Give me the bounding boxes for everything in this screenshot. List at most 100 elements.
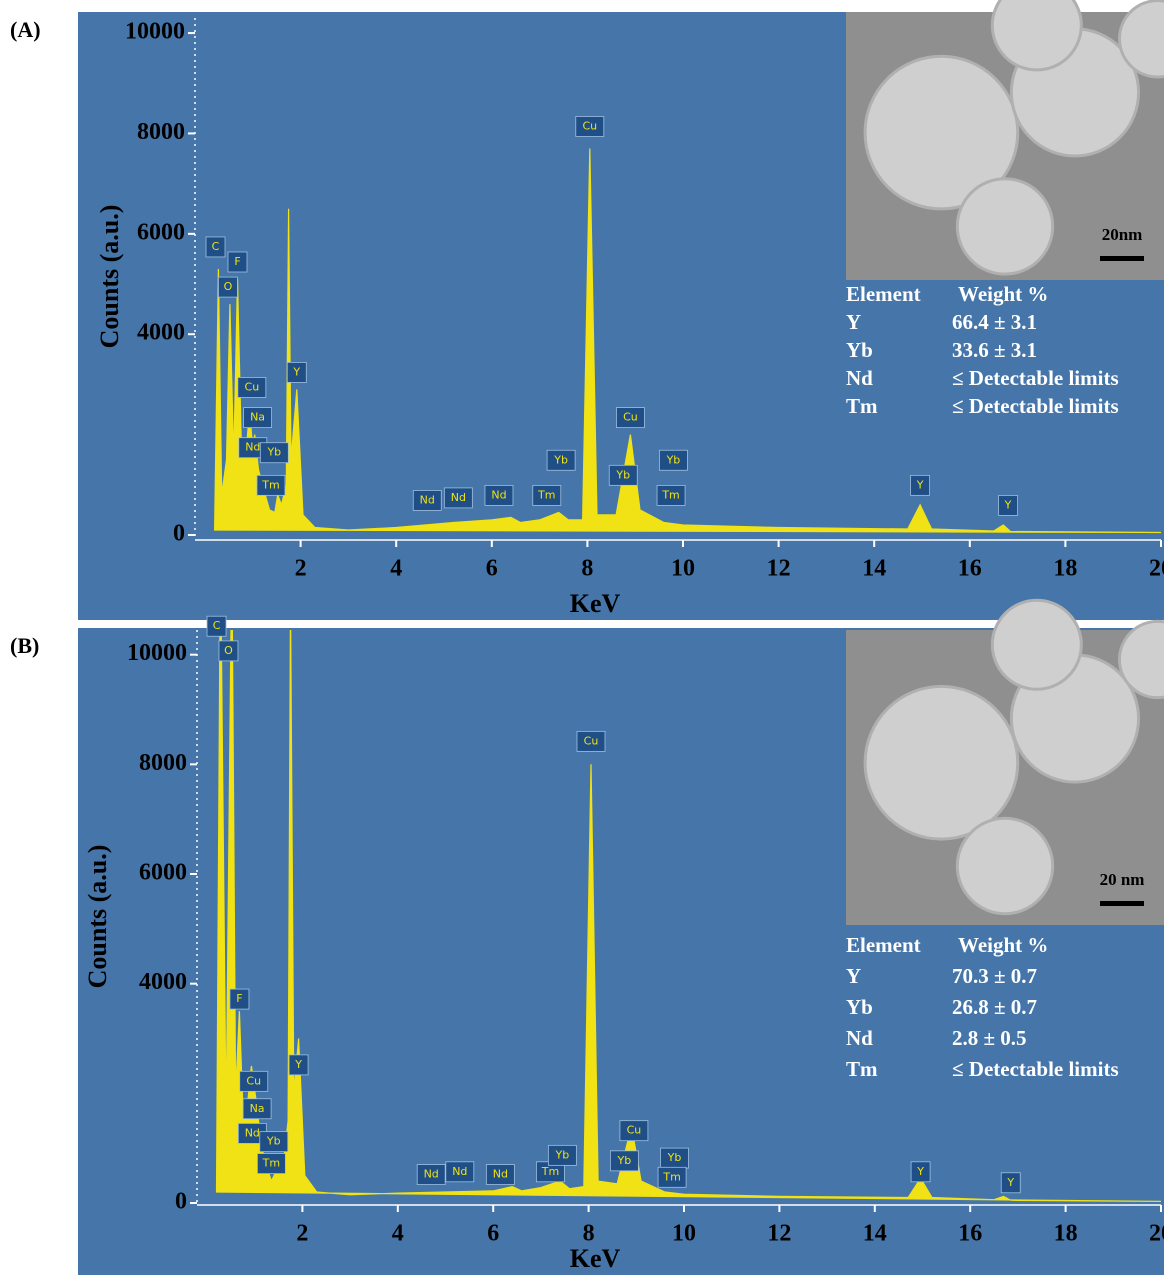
- y-tick-label: 10000: [125, 19, 185, 45]
- x-tick-label: 10: [671, 556, 695, 582]
- scale-bar-label: 20 nm: [1100, 870, 1145, 889]
- peak-label: Y: [292, 365, 300, 378]
- table-header: Weight %: [958, 933, 1048, 957]
- table-cell: Y: [846, 964, 861, 988]
- table-cell: 70.3 ± 0.7: [952, 964, 1037, 988]
- table-cell: Nd: [846, 366, 873, 390]
- x-tick-label: 6: [487, 1221, 499, 1247]
- peak-label: Y: [294, 1058, 302, 1071]
- peak-label: Tm: [262, 1157, 280, 1170]
- peak-label: F: [234, 255, 240, 268]
- y-axis-label: Counts (a.u.): [83, 845, 112, 989]
- table-cell: Tm: [846, 394, 878, 418]
- table-cell: Nd: [846, 1026, 873, 1050]
- peak-label: Cu: [245, 380, 260, 393]
- x-tick-label: 4: [392, 1221, 404, 1247]
- y-tick-label: 6000: [137, 219, 185, 245]
- peak-label: Nd: [245, 441, 260, 454]
- peak-label: Yb: [617, 1154, 632, 1167]
- peak-label: Nd: [491, 488, 506, 501]
- x-tick-label: 12: [767, 556, 791, 582]
- peak-label: Tm: [661, 488, 679, 501]
- scale-bar: [1100, 901, 1144, 906]
- panel-label: (A): [10, 17, 41, 42]
- x-tick-label: 2: [296, 1221, 308, 1247]
- y-tick-label: 0: [173, 521, 185, 547]
- x-tick-label: 14: [862, 556, 886, 582]
- y-axis-label: Counts (a.u.): [95, 205, 124, 349]
- peak-label: Tm: [662, 1170, 680, 1183]
- peak-label: Nd: [420, 493, 435, 506]
- scale-bar-label: 20nm: [1102, 225, 1143, 244]
- x-tick-label: 4: [390, 556, 402, 582]
- peak-label: Yb: [615, 468, 630, 481]
- peak-label: Yb: [555, 1148, 570, 1161]
- table-cell: 33.6 ± 3.1: [952, 338, 1037, 362]
- peak-label: Cu: [623, 411, 638, 424]
- peak-label: Na: [250, 1102, 265, 1115]
- x-tick-label: 16: [958, 1221, 982, 1247]
- peak-label: C: [212, 240, 220, 253]
- peak-label: Yb: [666, 453, 681, 466]
- table-header: Element: [846, 282, 921, 306]
- peak-label: F: [236, 992, 242, 1005]
- peak-label: Cu: [584, 734, 599, 747]
- particle: [865, 686, 1018, 839]
- peak-label: Tm: [261, 478, 279, 491]
- x-tick-label: 8: [581, 556, 593, 582]
- peak-label: Nd: [245, 1126, 260, 1139]
- table-cell: 26.8 ± 0.7: [952, 995, 1037, 1019]
- y-tick-label: 10000: [127, 640, 187, 666]
- y-tick-label: 4000: [139, 969, 187, 995]
- x-tick-label: 6: [486, 556, 498, 582]
- table-cell: Yb: [846, 995, 873, 1019]
- x-tick-label: 12: [767, 1221, 791, 1247]
- table-cell: ≤ Detectable limits: [952, 366, 1119, 390]
- table-cell: Yb: [846, 338, 873, 362]
- peak-label: Cu: [582, 119, 597, 132]
- peak-label: Y: [1006, 1176, 1014, 1189]
- peak-label: Yb: [667, 1151, 682, 1164]
- table-cell: ≤ Detectable limits: [952, 394, 1119, 418]
- peak-label: Nd: [493, 1168, 508, 1181]
- peak-label: Y: [1004, 498, 1012, 511]
- peak-label: O: [224, 280, 233, 293]
- table-header: Weight %: [958, 282, 1048, 306]
- peak-label: Nd: [451, 491, 466, 504]
- peak-label: Cu: [246, 1074, 261, 1087]
- y-tick-label: 4000: [137, 320, 185, 346]
- x-tick-label: 20: [1149, 556, 1164, 582]
- peak-label: Tm: [537, 488, 555, 501]
- x-tick-label: 20: [1149, 1221, 1164, 1247]
- y-tick-label: 0: [175, 1189, 187, 1215]
- scale-bar: [1100, 256, 1144, 261]
- peak-label: Y: [916, 478, 924, 491]
- peak-label: Nd: [424, 1168, 439, 1181]
- y-tick-label: 6000: [139, 860, 187, 886]
- peak-label: C: [213, 619, 221, 632]
- x-tick-label: 2: [295, 556, 307, 582]
- x-tick-label: 16: [958, 556, 982, 582]
- particle: [957, 179, 1052, 274]
- table-cell: 66.4 ± 3.1: [952, 310, 1037, 334]
- table-cell: Y: [846, 310, 861, 334]
- peak-label: Yb: [266, 1135, 281, 1148]
- x-axis-label: KeV: [570, 589, 621, 618]
- peak-label: Nd: [452, 1165, 467, 1178]
- peak-label: Cu: [627, 1124, 642, 1137]
- table-cell: ≤ Detectable limits: [952, 1057, 1119, 1081]
- x-axis-label: KeV: [570, 1244, 621, 1273]
- peak-label: Yb: [266, 446, 281, 459]
- peak-label: Tm: [541, 1165, 559, 1178]
- x-tick-label: 18: [1053, 556, 1077, 582]
- y-tick-label: 8000: [139, 750, 187, 776]
- y-tick-label: 8000: [137, 119, 185, 145]
- peak-label: O: [224, 644, 233, 657]
- peak-label: Y: [916, 1165, 924, 1178]
- particle: [992, 600, 1081, 689]
- figure: (A)2468101214161820040006000800010000KeV…: [0, 0, 1164, 1275]
- x-tick-label: 18: [1054, 1221, 1078, 1247]
- table-cell: Tm: [846, 1057, 878, 1081]
- peak-label: Yb: [553, 453, 568, 466]
- panel-label: (B): [10, 633, 39, 658]
